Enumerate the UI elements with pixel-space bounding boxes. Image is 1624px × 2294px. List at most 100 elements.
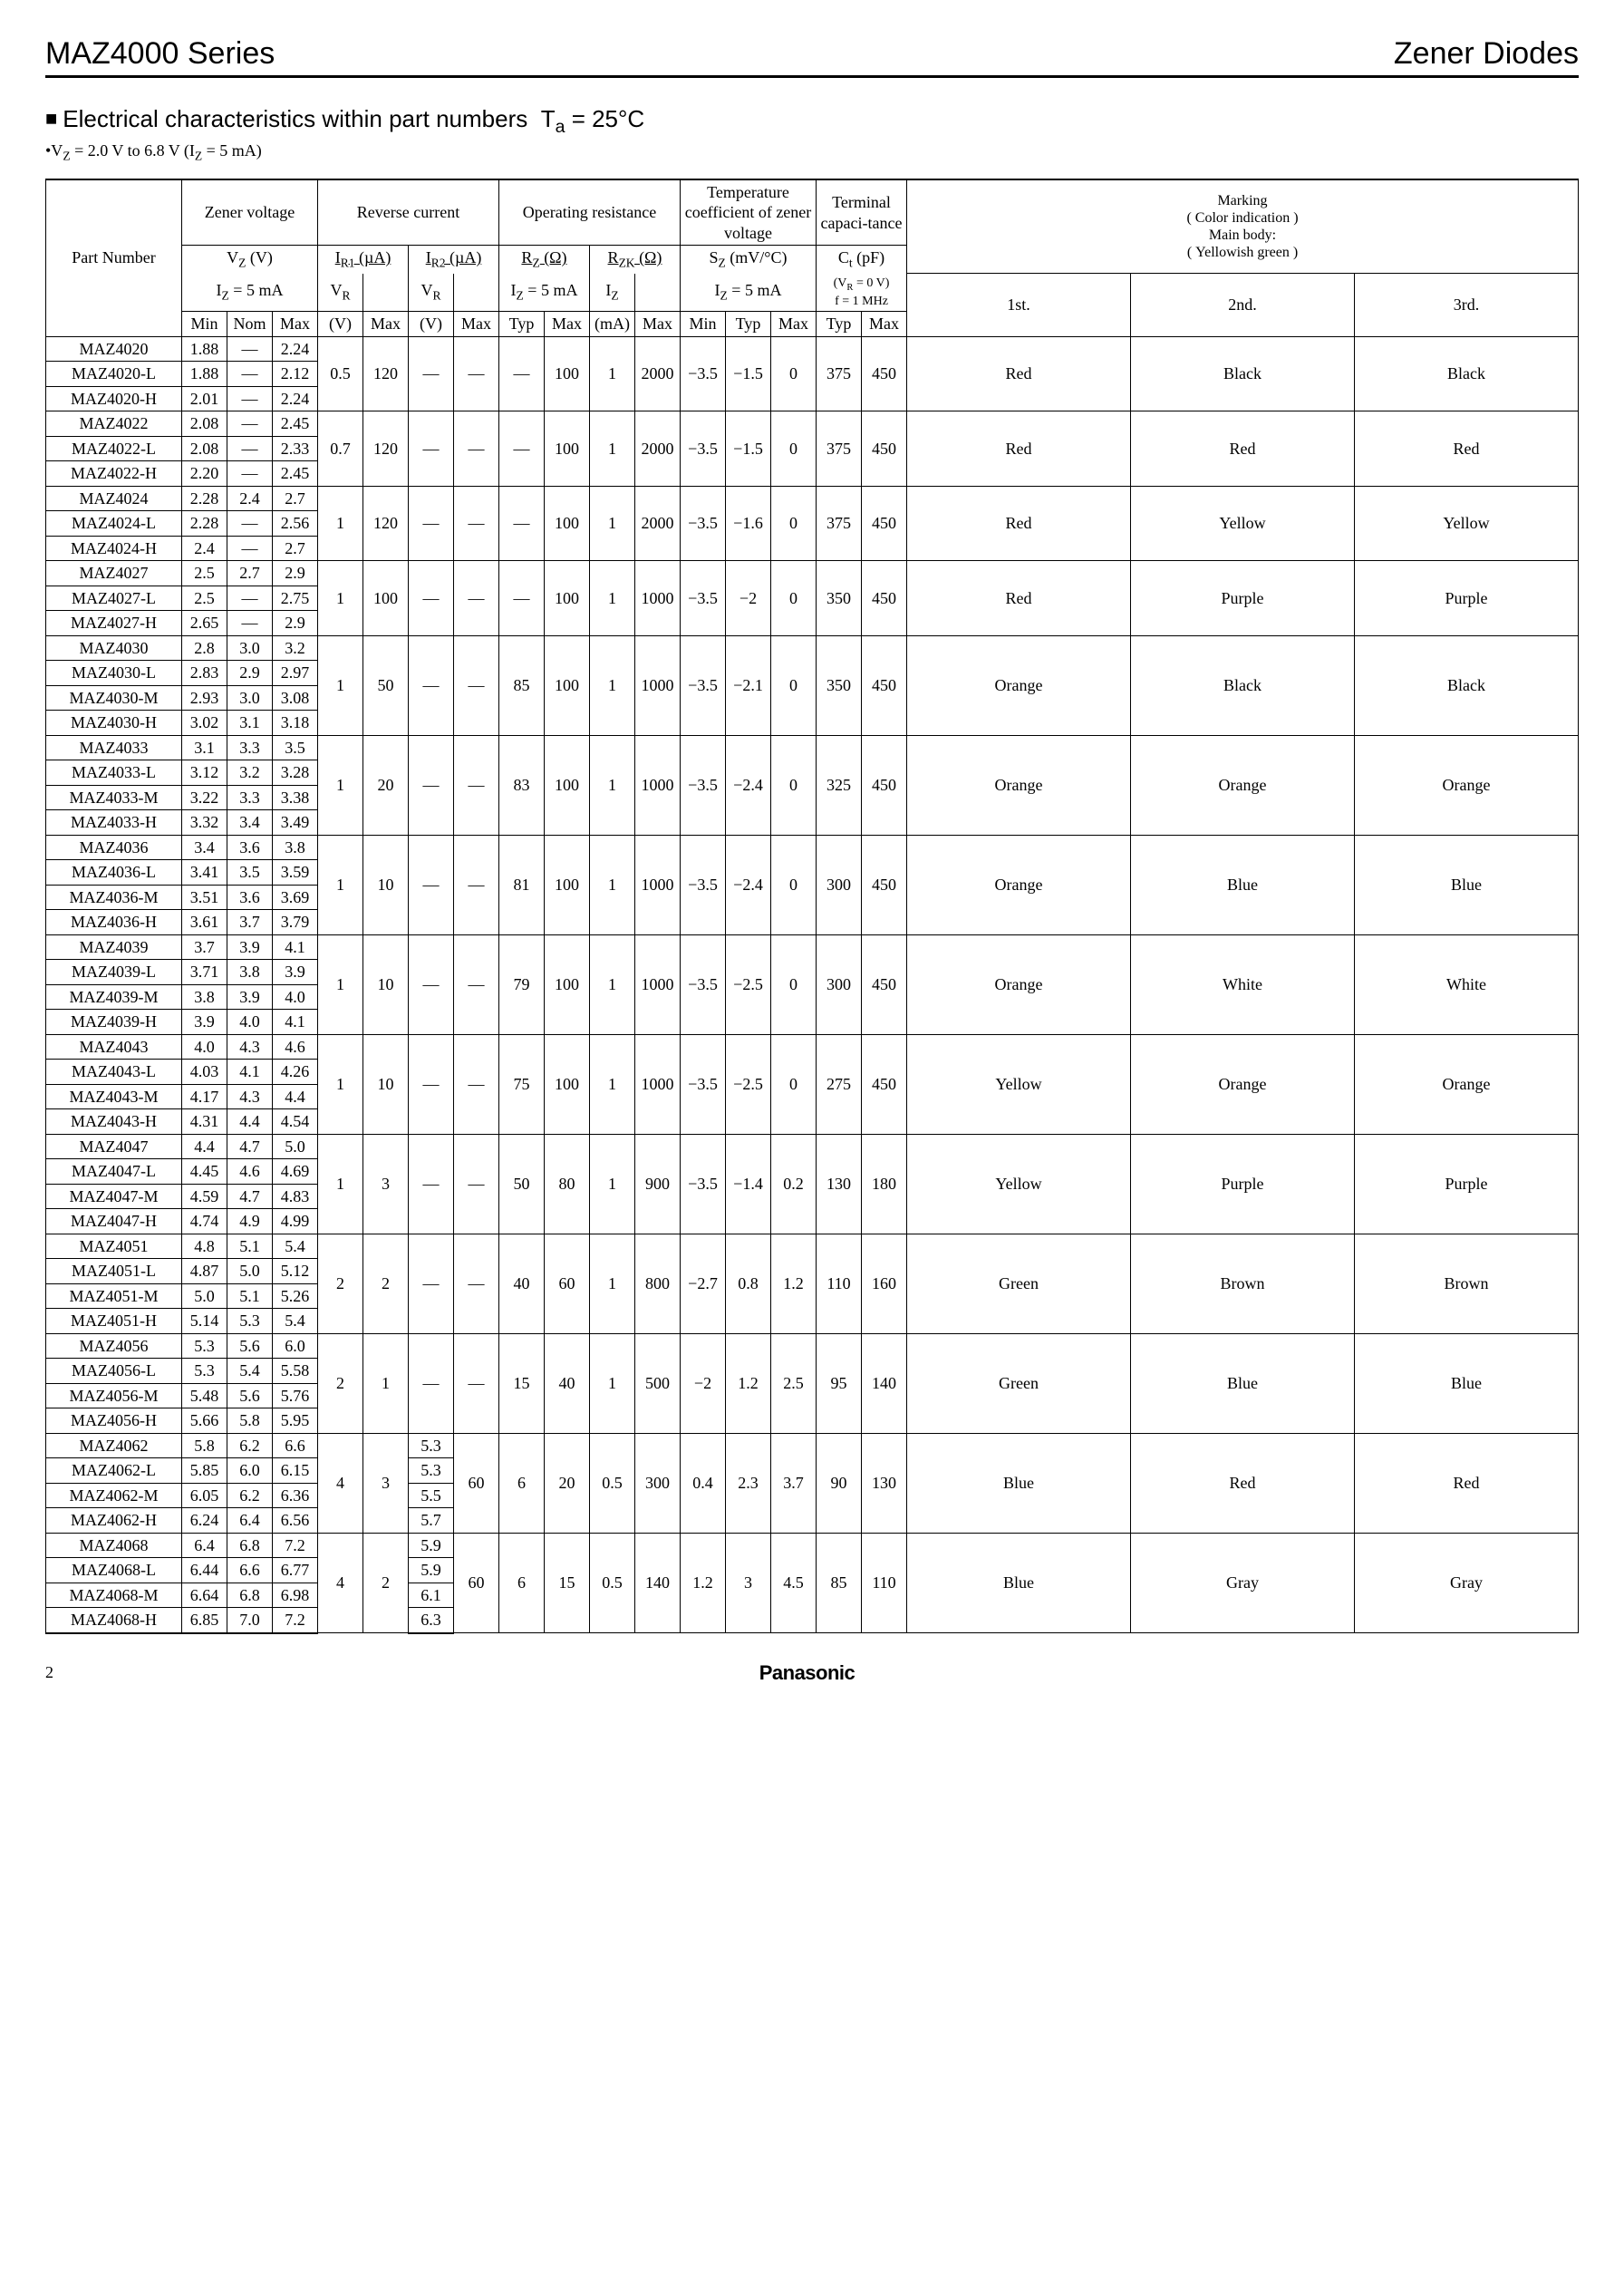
table-row: MAZ40686.46.87.2425.9606150.51401.234.58… <box>46 1533 1579 1558</box>
vz-max: 3.79 <box>273 910 318 935</box>
th-reverse-current: Reverse current <box>318 179 499 246</box>
sz-typ: 1.2 <box>726 1333 771 1433</box>
vz-max: 4.83 <box>273 1184 318 1209</box>
ct-max: 450 <box>862 411 907 487</box>
th-v1: (V) <box>318 312 363 337</box>
vz-max: 3.69 <box>273 885 318 910</box>
rzk-iz: 1 <box>590 1234 635 1333</box>
sz-min: −3.5 <box>681 934 726 1034</box>
th-temp-coef: Temperature coefficient of zener voltage <box>681 179 817 246</box>
rzk-iz: 1 <box>590 1034 635 1134</box>
sz-typ: −2 <box>726 561 771 636</box>
section-title: ■Electrical characteristics within part … <box>45 105 1579 138</box>
th-marking: Marking ( Color indication ) Main body: … <box>907 179 1579 274</box>
part-number: MAZ4033-H <box>46 810 182 836</box>
vz-max: 4.69 <box>273 1159 318 1185</box>
vz-nom: 3.6 <box>227 835 273 860</box>
part-number: MAZ4043-M <box>46 1084 182 1109</box>
color-3rd: Blue <box>1355 835 1579 934</box>
sz-min: −3.5 <box>681 411 726 487</box>
ir2-vr: — <box>409 735 454 835</box>
vz-min: 2.20 <box>182 461 227 487</box>
th-ir2: IR2 (µA) <box>409 246 499 274</box>
color-1st: Green <box>907 1234 1131 1333</box>
brand-logo: Panasonic <box>759 1661 856 1685</box>
part-number: MAZ4051-L <box>46 1259 182 1284</box>
th-nom: Nom <box>227 312 273 337</box>
ir1-vr: 0.7 <box>318 411 363 487</box>
vz-max: 2.56 <box>273 511 318 537</box>
sz-typ: −2.4 <box>726 835 771 934</box>
ir2-vr: — <box>409 1034 454 1134</box>
sz-max: 0.2 <box>771 1134 817 1234</box>
rz-max: 100 <box>545 1034 590 1134</box>
vz-nom: 4.9 <box>227 1209 273 1234</box>
vz-min: 3.71 <box>182 960 227 985</box>
rzk-iz: 1 <box>590 411 635 487</box>
vz-max: 2.24 <box>273 386 318 411</box>
part-number: MAZ4047-L <box>46 1159 182 1185</box>
part-number: MAZ4022 <box>46 411 182 437</box>
th-operating-resistance: Operating resistance <box>499 179 681 246</box>
ir2-vr: — <box>409 561 454 636</box>
vz-min: 1.88 <box>182 362 227 387</box>
ir1-vr: 4 <box>318 1433 363 1533</box>
ct-typ: 90 <box>817 1433 862 1533</box>
th-rz: RZ (Ω) <box>499 246 590 274</box>
part-number: MAZ4030-M <box>46 685 182 711</box>
ir1-vr: 1 <box>318 486 363 561</box>
page-number: 2 <box>45 1663 53 1682</box>
part-number: MAZ4056 <box>46 1333 182 1359</box>
ir2-vr: 5.9 <box>409 1558 454 1583</box>
color-2nd: Red <box>1131 411 1355 487</box>
ir1-max: 3 <box>363 1433 409 1533</box>
rz-max: 15 <box>545 1533 590 1633</box>
ir1-max: 10 <box>363 835 409 934</box>
vz-max: 5.95 <box>273 1408 318 1434</box>
part-number: MAZ4051-H <box>46 1309 182 1334</box>
color-1st: Red <box>907 561 1131 636</box>
vz-nom: 4.7 <box>227 1134 273 1159</box>
table-row: MAZ40302.83.03.2150——8510011000−3.5−2.10… <box>46 635 1579 661</box>
table-row: MAZ40434.04.34.6110——7510011000−3.5−2.50… <box>46 1034 1579 1060</box>
rz-max: 100 <box>545 486 590 561</box>
sz-typ: −2.4 <box>726 735 771 835</box>
rzk-max: 2000 <box>635 411 681 487</box>
vz-min: 2.5 <box>182 586 227 611</box>
vz-max: 4.0 <box>273 984 318 1010</box>
vz-nom: 4.1 <box>227 1060 273 1085</box>
vz-nom: 4.7 <box>227 1184 273 1209</box>
th-max2: Max <box>454 312 499 337</box>
ir2-max: 60 <box>454 1433 499 1533</box>
th-typ2: Typ <box>726 312 771 337</box>
ct-max: 180 <box>862 1134 907 1234</box>
vz-max: 4.1 <box>273 1010 318 1035</box>
ir2-max: — <box>454 735 499 835</box>
vz-max: 5.0 <box>273 1134 318 1159</box>
sz-min: −2 <box>681 1333 726 1433</box>
ir1-vr: 2 <box>318 1333 363 1433</box>
rzk-iz: 0.5 <box>590 1433 635 1533</box>
sz-typ: 3 <box>726 1533 771 1633</box>
vz-nom: 3.4 <box>227 810 273 836</box>
vz-nom: — <box>227 511 273 537</box>
vz-max: 4.6 <box>273 1034 318 1060</box>
vz-max: 5.4 <box>273 1309 318 1334</box>
part-number: MAZ4068-H <box>46 1608 182 1633</box>
rzk-iz: 1 <box>590 336 635 411</box>
ct-max: 160 <box>862 1234 907 1333</box>
rz-max: 100 <box>545 934 590 1034</box>
ir2-vr: 6.3 <box>409 1608 454 1633</box>
rzk-max: 1000 <box>635 1034 681 1134</box>
vz-nom: 5.6 <box>227 1333 273 1359</box>
vz-min: 3.22 <box>182 785 227 810</box>
vz-nom: 3.3 <box>227 785 273 810</box>
ir2-vr: 5.3 <box>409 1458 454 1484</box>
th-typ3: Typ <box>817 312 862 337</box>
color-3rd: Black <box>1355 635 1579 735</box>
part-number: MAZ4030 <box>46 635 182 661</box>
color-3rd: Yellow <box>1355 486 1579 561</box>
vz-nom: 5.1 <box>227 1234 273 1259</box>
th-max: Max <box>273 312 318 337</box>
characteristics-table: Part Number Zener voltage Reverse curren… <box>45 179 1579 1634</box>
